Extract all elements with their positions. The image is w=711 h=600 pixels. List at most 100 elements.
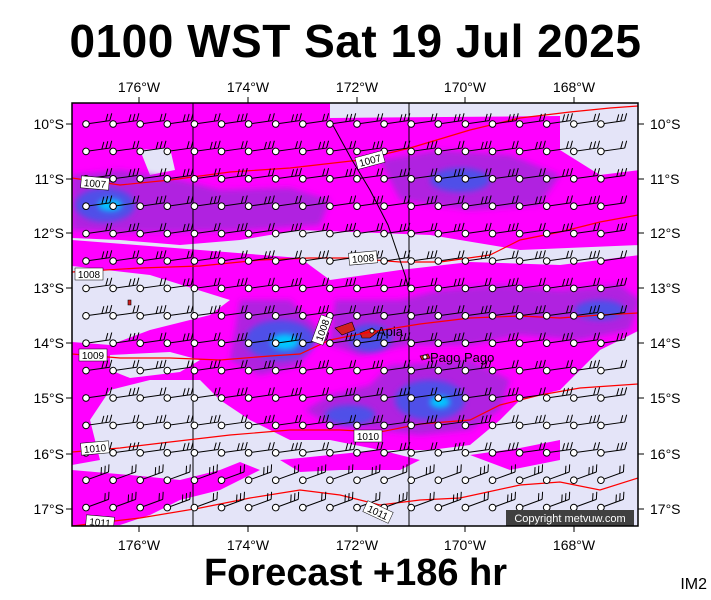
wind-barb xyxy=(434,222,465,238)
wind-barb xyxy=(244,332,275,348)
wind-barb xyxy=(353,441,384,457)
place-label-pago-pago: Pago Pago xyxy=(430,350,494,365)
wind-barb xyxy=(434,167,465,183)
wind-barb xyxy=(353,464,381,485)
wind-barb xyxy=(597,414,628,430)
lat-label: 14°S xyxy=(33,335,64,351)
wind-barb xyxy=(461,359,492,375)
wind-barb xyxy=(353,414,384,430)
wind-barb xyxy=(163,414,194,430)
wind-barb xyxy=(434,250,465,265)
wind-barb xyxy=(488,332,519,348)
wind-barb xyxy=(271,140,302,156)
wind-barb xyxy=(326,277,357,293)
wind-barb xyxy=(597,304,628,320)
wind-barb xyxy=(569,195,601,210)
wind-barb xyxy=(109,332,140,348)
wind-barb xyxy=(461,113,492,128)
lon-label: 176°W xyxy=(118,79,161,95)
wind-barb xyxy=(109,140,140,156)
lat-label: 16°S xyxy=(650,446,681,462)
wind-barb xyxy=(271,332,302,348)
wind-barb xyxy=(217,491,245,512)
wind-barb xyxy=(217,167,248,183)
wind-barb xyxy=(434,113,465,128)
wind-barb xyxy=(244,387,275,402)
wind-barb xyxy=(434,332,465,348)
wind-barb xyxy=(136,222,167,238)
wind-barb xyxy=(597,113,628,128)
wind-barb xyxy=(136,414,167,430)
wind-barb xyxy=(542,359,573,375)
isobar-label: 1007 xyxy=(83,178,107,191)
wind-barb xyxy=(163,222,194,238)
wind-barb xyxy=(515,464,544,485)
wind-barb xyxy=(163,441,194,457)
wind-barb xyxy=(407,250,438,265)
wind-barb xyxy=(380,414,411,430)
wind-barb xyxy=(217,387,248,402)
wind-barb xyxy=(515,491,544,512)
wind-barb xyxy=(190,167,221,183)
lon-labels-bottom: 176°W 174°W 172°W 170°W 168°W xyxy=(118,537,596,553)
lon-labels-top: 176°W 174°W 172°W 170°W 168°W xyxy=(118,79,596,95)
isobar-label: 1008 xyxy=(352,253,376,266)
wind-barb xyxy=(353,140,384,156)
wind-barb xyxy=(190,222,221,238)
wind-barb xyxy=(461,304,492,320)
wind-barb xyxy=(542,387,573,402)
wind-barb xyxy=(407,140,438,156)
wind-barb xyxy=(488,113,519,128)
lon-label: 168°W xyxy=(553,537,596,553)
wind-barb xyxy=(271,195,302,210)
wind-barb xyxy=(380,387,411,402)
wind-barb xyxy=(434,414,465,430)
wind-barb xyxy=(109,167,140,183)
wind-barb xyxy=(298,387,330,402)
wind-barb xyxy=(488,464,516,485)
wind-barb xyxy=(597,332,628,348)
wind-barb xyxy=(298,250,330,265)
wind-barb xyxy=(298,359,330,375)
wind-barb xyxy=(217,464,245,485)
wind-barb xyxy=(82,277,113,293)
wind-barb xyxy=(271,250,302,265)
wind-barb xyxy=(434,277,465,293)
wind-barb xyxy=(217,113,248,128)
wind-barb xyxy=(461,464,489,485)
wind-barb xyxy=(163,277,194,293)
wind-barb xyxy=(326,359,357,375)
wind-barb xyxy=(380,441,411,457)
wind-barb xyxy=(597,387,628,402)
forecast-hour: Forecast +186 hr xyxy=(203,552,508,594)
wind-barb xyxy=(109,464,137,485)
wind-barb xyxy=(326,222,357,238)
wind-barb xyxy=(353,195,384,210)
wind-barb xyxy=(488,491,516,512)
wind-barb xyxy=(515,332,546,348)
wind-barb xyxy=(597,277,628,293)
wind-barb xyxy=(488,277,519,293)
wind-barb xyxy=(461,222,492,238)
map-frame xyxy=(71,102,639,527)
wind-barb xyxy=(434,140,465,156)
wind-barb xyxy=(298,491,327,512)
wind-barb xyxy=(136,195,167,210)
lat-label: 17°S xyxy=(33,501,64,517)
wind-barb xyxy=(515,359,546,375)
lat-label: 11°S xyxy=(35,171,64,187)
wind-barb xyxy=(434,491,462,512)
wind-barb xyxy=(244,222,275,238)
wind-barb xyxy=(271,414,302,430)
wind-barb xyxy=(163,304,194,320)
wind-barb xyxy=(190,140,221,156)
wind-barb xyxy=(244,195,275,210)
wind-barb xyxy=(407,277,438,293)
wind-barb xyxy=(515,414,546,430)
wind-barb xyxy=(515,250,546,265)
wind-barb xyxy=(271,277,302,293)
wind-barb xyxy=(380,250,411,265)
place-label-apia: Apia xyxy=(377,324,404,339)
wind-barb xyxy=(515,304,546,320)
wind-barb xyxy=(515,195,546,210)
